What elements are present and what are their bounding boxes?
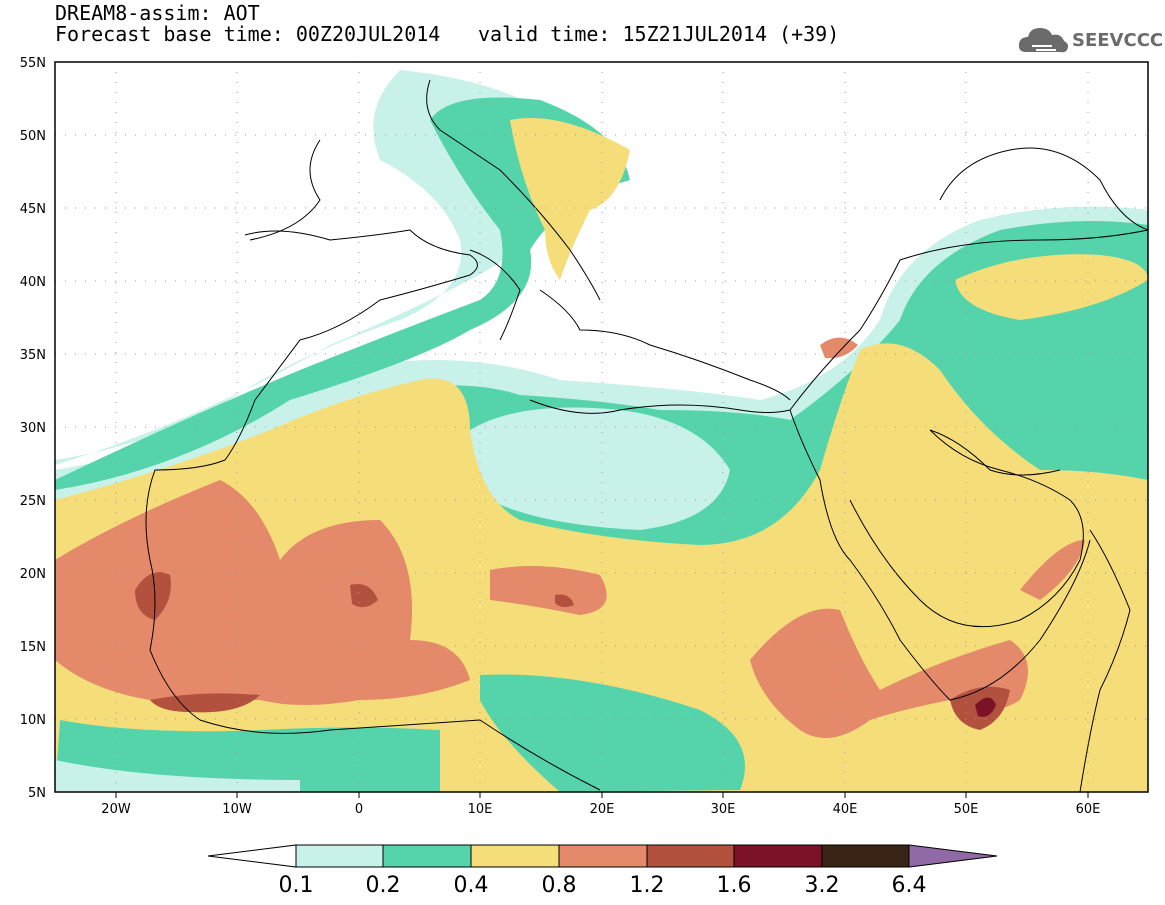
lat-labels: 5N 10N 15N 20N 25N 30N 35N 40N 45N 50N 5… [20,56,46,801]
forecast-base-time: Forecast base time: 00Z20JUL2014 [55,22,441,46]
lon-labels: 20W 10W 0 10E 20E 30E 40E 50E 60E [101,802,1100,817]
lon-label: 10W [222,802,252,817]
colorbar-label: 0.2 [366,873,401,898]
colorbar-cell [558,844,648,868]
colorbar [207,844,998,868]
lat-label: 5N [28,786,46,801]
colorbar-label: 0.8 [542,873,577,898]
colorbar-under-arrow [207,844,297,868]
seevccc-logo: SEEVCCC [1018,24,1163,58]
valid-time: valid time: 15Z21JUL2014 (+39) [478,22,840,46]
colorbar-cell [295,844,384,868]
aot-band-0.8 [55,480,470,705]
colorbar-label: 0.1 [279,873,314,898]
lat-label: 45N [20,202,46,217]
lat-label: 30N [20,421,46,436]
cloud-logo-icon [1018,28,1068,53]
lon-label: 30E [711,802,736,817]
lat-label: 25N [20,494,46,509]
colorbar-label: 3.2 [805,873,840,898]
lat-label: 35N [20,348,46,363]
colorbar-cell [733,844,823,868]
lon-label: 40E [833,802,858,817]
colorbar-labels: 0.1 0.2 0.4 0.8 1.2 1.6 3.2 6.4 [279,873,927,898]
lat-label: 10N [20,713,46,728]
lon-label: 20W [101,802,131,817]
lat-label: 40N [20,275,46,290]
aot-field [55,70,1148,792]
colorbar-cell [821,844,910,868]
aot-band-1.6 [975,697,996,717]
lon-label: 20E [590,802,615,817]
colorbar-cell [646,844,735,868]
colorbar-label: 1.6 [717,873,752,898]
colorbar-label: 6.4 [892,873,927,898]
aot-band-0.2 [55,97,630,490]
colorbar-over-arrow [908,844,998,868]
colorbar-label: 0.4 [454,873,489,898]
lon-label: 50E [954,802,979,817]
graticule [55,62,1148,792]
lon-label: 0 [355,802,363,817]
logo-text: SEEVCCC [1072,30,1164,51]
lat-label: 20N [20,567,46,582]
aot-band-0.1 [55,70,574,465]
map-title: DREAM8-assim: AOT [55,1,260,25]
aot-band-1.2 [135,572,171,620]
coastlines [145,79,1148,792]
lat-label: 55N [20,56,46,71]
axis-ticks [115,792,1089,798]
colorbar-cell [382,844,472,868]
lat-label: 15N [20,640,46,655]
lon-label: 60E [1076,802,1101,817]
colorbar-label: 1.2 [630,873,665,898]
lat-label: 50N [20,129,46,144]
lon-label: 10E [468,802,493,817]
colorbar-cell [470,844,560,868]
